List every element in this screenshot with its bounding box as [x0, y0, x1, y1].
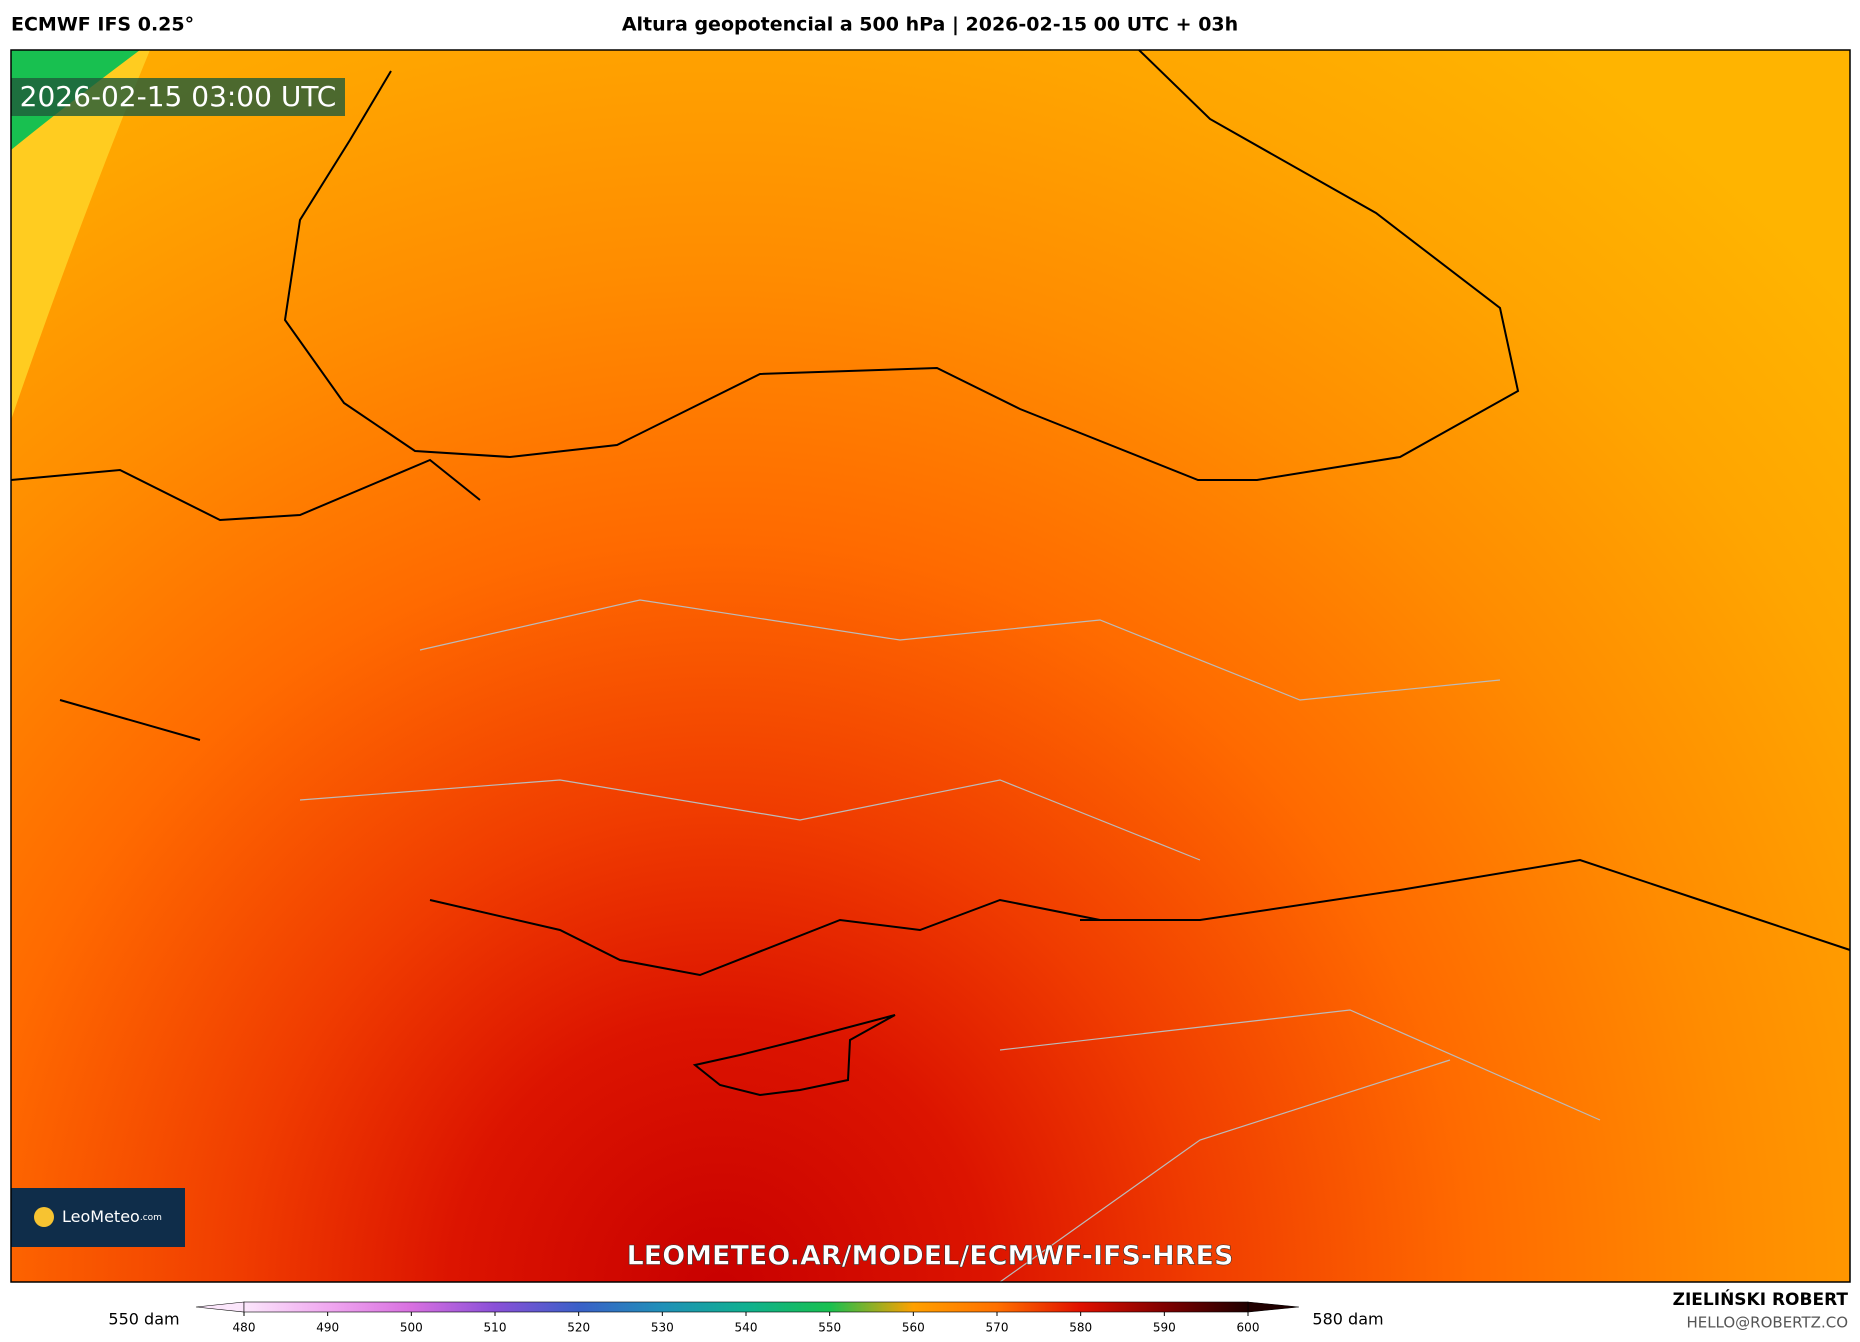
valid-time: 2026-02-15 03:00 UTC	[20, 80, 337, 113]
logo-text: LeoMeteo.com	[62, 1207, 162, 1226]
map-area: 2026-02-15 03:00 UTC LeoMeteo.com LEOMET…	[10, 49, 1851, 1283]
colorbar-tick-label: 500	[400, 1321, 423, 1335]
colorbar-tick-label: 490	[316, 1321, 339, 1335]
contour-band	[11, 50, 140, 150]
logo-name: LeoMeteo	[62, 1207, 140, 1226]
colorbar: 480 490 500 510 520 530 540 550 560 570 580 590 600	[195, 1301, 1300, 1335]
colorbar-left-label: 550 dam	[108, 1310, 179, 1329]
field	[11, 50, 1850, 1282]
map-frame	[10, 49, 1851, 1283]
map-title: Altura geopotencial a 500 hPa | 2026-02-…	[622, 14, 1238, 36]
colorbar-bar	[243, 1301, 1249, 1313]
colorbar-extension	[195, 1301, 245, 1313]
colorbar-tick-label: 480	[233, 1321, 256, 1335]
logo-sun	[34, 1207, 54, 1227]
colorbar-extension	[1247, 1301, 1300, 1313]
logo-suffix: .com	[140, 1213, 162, 1223]
contour-band	[11, 50, 150, 420]
colorbar-tick-label: 520	[567, 1321, 590, 1335]
author: ZIELIŃSKI ROBERT	[1673, 1288, 1849, 1310]
island	[692, 1014, 896, 1097]
colorbar-tick-label: 590	[1153, 1321, 1176, 1335]
colorbar-right-label: 580 dam	[1312, 1310, 1383, 1329]
colorbar-tick-label: 580	[1069, 1321, 1092, 1335]
colorbar-tick-label: 560	[902, 1321, 925, 1335]
colorbar-tick-label: 540	[735, 1321, 758, 1335]
watermark: LEOMETEO.AR/MODEL/ECMWF-IFS-HRES	[627, 1241, 1234, 1272]
colorbar-tick-label: 510	[484, 1321, 507, 1335]
colorbar-tick-label: 570	[986, 1321, 1009, 1335]
colorbar-tick-label: 600	[1237, 1321, 1260, 1335]
model-label: ECMWF IFS 0.25°	[11, 14, 194, 36]
email: HELLO@ROBERTZ.CO	[1686, 1314, 1848, 1332]
coastline	[283, 49, 1520, 481]
time-box	[11, 78, 345, 116]
coastline	[10, 458, 1851, 977]
colorbar-tick-label: 550	[818, 1321, 841, 1335]
border	[299, 599, 1601, 1283]
colorbar-tick-label: 530	[651, 1321, 674, 1335]
